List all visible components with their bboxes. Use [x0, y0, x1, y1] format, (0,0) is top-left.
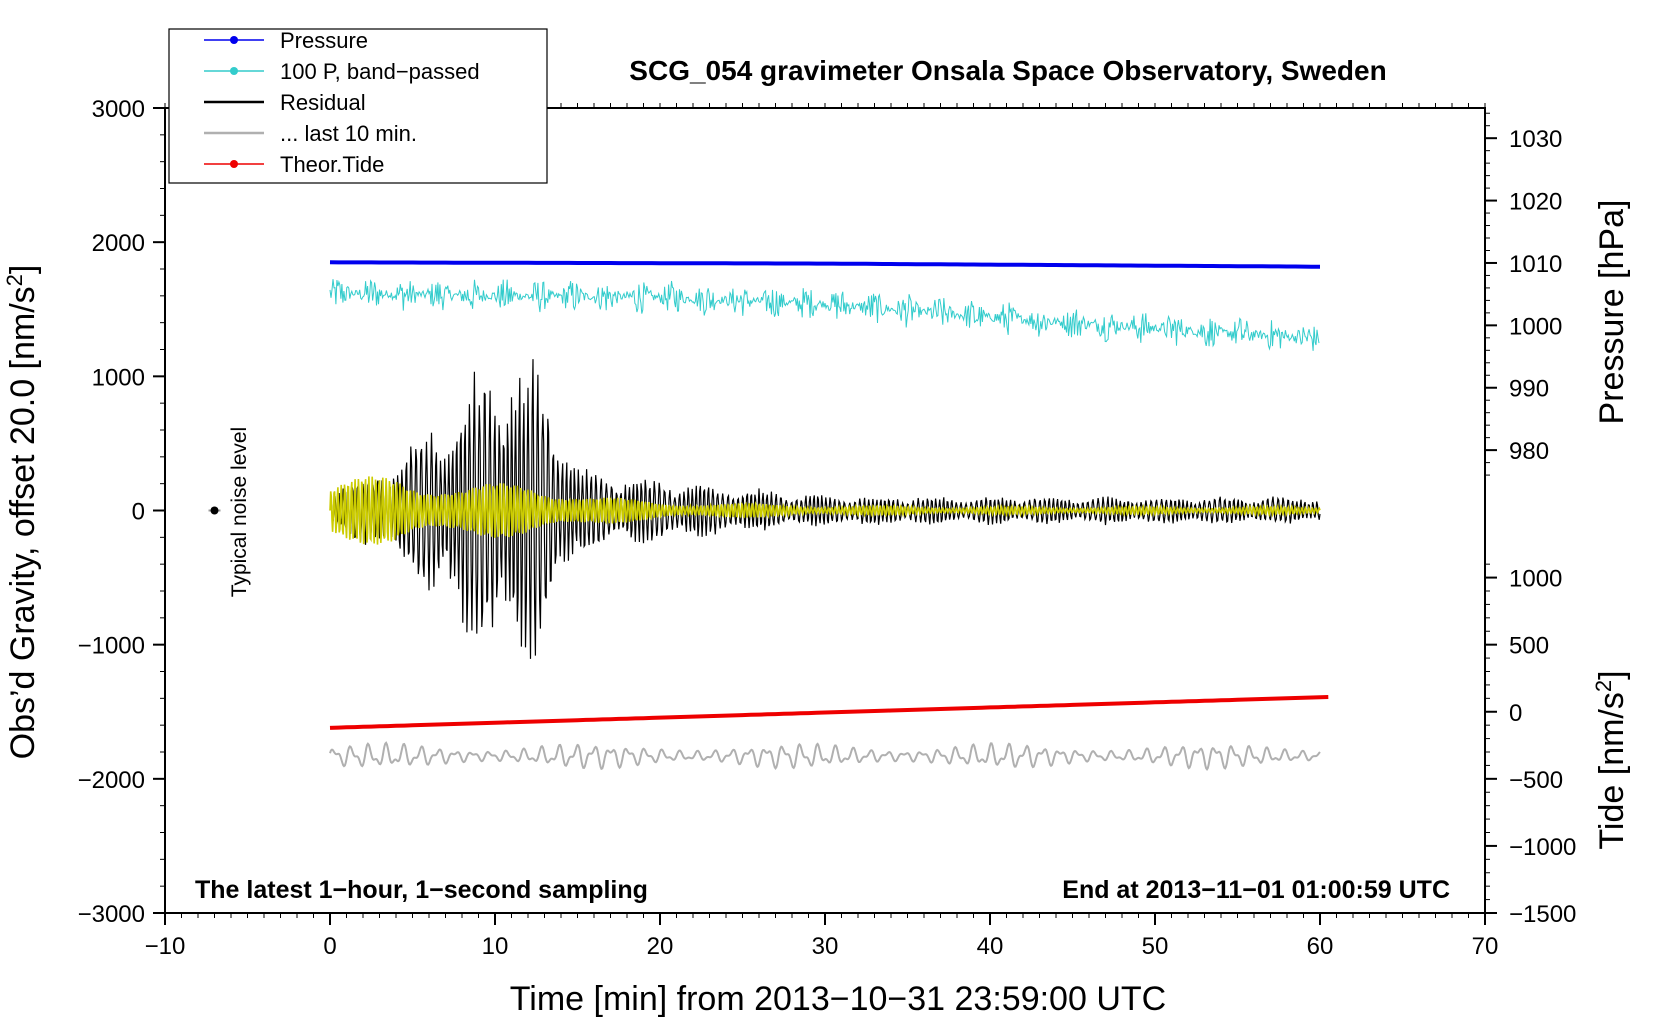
tide-tick-label: 0	[1509, 700, 1522, 727]
tide-label-sup: 2	[1591, 680, 1616, 692]
series-theoretical-tide	[329, 695, 1329, 730]
legend: Pressure 100 P, band−passed Residual ... la…	[168, 28, 548, 184]
x-tick-label: 50	[1142, 933, 1169, 960]
y-left-label-bracket: ]	[4, 265, 42, 274]
pressure-tick-label: 990	[1509, 376, 1549, 403]
y-left-tick-label: 3000	[92, 96, 145, 123]
y-axis-label-pressure: Pressure [hPa]	[1593, 200, 1631, 425]
series-last-10-min	[329, 741, 1321, 771]
pressure-tick-label: 1010	[1509, 251, 1562, 278]
legend-label: Pressure	[280, 28, 368, 53]
pressure-tick-label: 1020	[1509, 189, 1562, 216]
noise-level-marker	[210, 506, 219, 515]
y-left-tick-label: −1000	[78, 633, 145, 660]
legend-marker	[230, 67, 238, 75]
y-axis-label-left: Obs’d Gravity, offset 20.0 [nm/s2]	[2, 265, 42, 760]
y-left-tick-label: 1000	[92, 364, 145, 391]
noise-level-label: Typical noise level	[228, 427, 251, 597]
x-tick-label: 20	[647, 933, 674, 960]
x-tick-label: 30	[812, 933, 839, 960]
y-left-label-sup: 2	[2, 274, 27, 286]
axis-ticks: −10 0 10 20 30 40 50 60 70−3000−2000−10000100020…	[78, 96, 1577, 960]
y-left-tick-label: −2000	[78, 767, 145, 794]
tide-label-bracket: ]	[1593, 670, 1631, 679]
x-tick-label: −10	[145, 933, 186, 960]
tide-tick-label: 500	[1509, 633, 1549, 660]
legend-marker	[230, 160, 238, 168]
y-left-tick-label: 2000	[92, 230, 145, 257]
pressure-tick-label: 980	[1509, 438, 1549, 465]
tide-tick-label: 1000	[1509, 566, 1562, 593]
series-pressure	[329, 260, 1320, 269]
legend-box	[168, 28, 548, 184]
legend-label: Theor.Tide	[280, 152, 384, 177]
legend-label: 100 P, band−passed	[280, 59, 480, 84]
series-bandpassed-pressure	[329, 279, 1320, 351]
legend-marker	[230, 36, 238, 44]
tide-tick-label: −1500	[1509, 901, 1576, 928]
legend-label: ... last 10 min.	[280, 121, 417, 146]
x-tick-label: 60	[1307, 933, 1334, 960]
footer-right-note: End at 2013−11−01 01:00:59 UTC	[1062, 876, 1450, 904]
legend-label: Residual	[280, 90, 366, 115]
series-layer	[208, 260, 1329, 771]
y-left-label-text: Obs’d Gravity, offset 20.0 [nm/s	[4, 286, 42, 759]
x-axis-label: Time [min] from 2013−10−31 23:59:00 UTC	[510, 980, 1166, 1018]
tide-tick-label: −1000	[1509, 834, 1576, 861]
tide-tick-label: −500	[1509, 767, 1563, 794]
tide-label-text: Tide [nm/s	[1593, 692, 1631, 849]
x-tick-label: 10	[482, 933, 509, 960]
y-axis-label-tide: Tide [nm/s2]	[1591, 670, 1631, 849]
y-left-tick-label: −3000	[78, 901, 145, 928]
footer-left-note: The latest 1−hour, 1−second sampling	[195, 876, 648, 904]
x-tick-label: 40	[977, 933, 1004, 960]
series-residual-filtered	[329, 476, 1321, 545]
x-tick-label: 70	[1472, 933, 1499, 960]
x-tick-label: 0	[323, 933, 336, 960]
y-left-tick-label: 0	[132, 499, 145, 526]
chart-title: SCG_054 gravimeter Onsala Space Observat…	[629, 55, 1386, 86]
pressure-tick-label: 1000	[1509, 313, 1562, 340]
pressure-tick-label: 1030	[1509, 126, 1562, 153]
